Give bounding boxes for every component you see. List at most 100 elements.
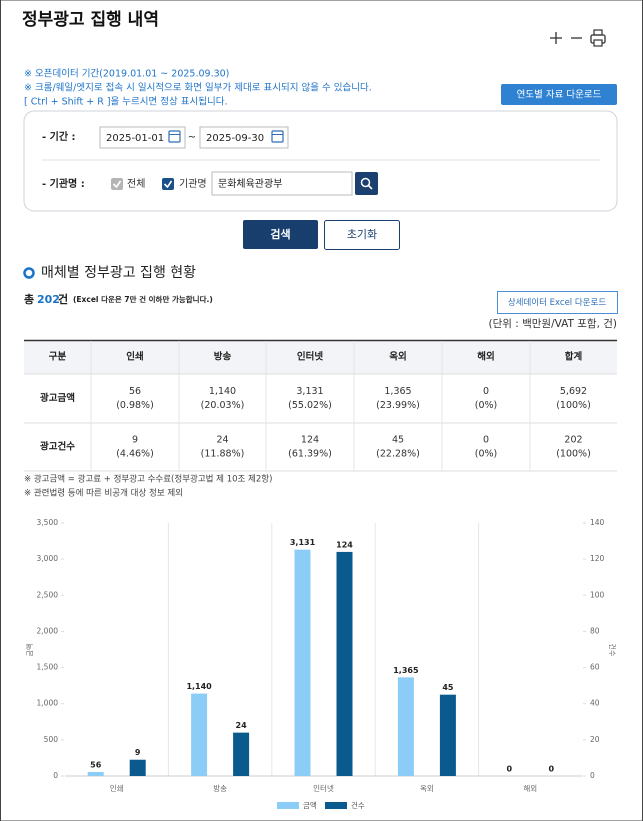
table-cell: (4.46%) (116, 449, 154, 460)
table-cell: 124 (301, 435, 319, 446)
table-cell: (100%) (556, 449, 591, 460)
table-cell: 0 (483, 386, 489, 397)
bar (233, 732, 250, 776)
date-value: 2025-09-30 (206, 133, 264, 144)
legend-label: 건수 (351, 800, 365, 810)
y-tick-label: 2,000 (37, 626, 59, 635)
agency-input[interactable] (211, 171, 353, 196)
y2-tick-label: 0 (590, 771, 595, 780)
table-cell: 0 (483, 435, 489, 446)
value-label: 9 (135, 748, 141, 757)
y2-tick-label: 20 (590, 735, 600, 744)
legend-label: 금액 (303, 800, 317, 810)
x-tick-label: 방송 (213, 783, 227, 793)
table-header-cell: 해외 (477, 351, 494, 363)
x-tick-label: 옥외 (420, 783, 434, 793)
value-label: 124 (336, 540, 353, 549)
search-icon (367, 184, 373, 190)
search-icon-button[interactable] (355, 172, 378, 195)
search-button[interactable] (243, 220, 318, 249)
excel-download-button[interactable] (497, 291, 618, 314)
table-cell: 3,131 (296, 386, 323, 397)
table-header-cell: 구분 (49, 352, 67, 363)
field-label: - 기간 : (42, 130, 76, 143)
search-icon (360, 177, 371, 188)
date-value: 2025-01-01 (106, 133, 164, 144)
date-input[interactable] (99, 126, 186, 149)
table-cell: (0%) (475, 449, 497, 460)
table-header-cell: 옥외 (389, 351, 406, 363)
notice: ※ 오픈데이터 기간(2019.01.01 ~ 2025.09.30) (24, 69, 229, 80)
y2-tick-label: 40 (590, 699, 600, 708)
calendar-icon[interactable] (271, 130, 284, 143)
table-cell: (23.99%) (376, 400, 420, 411)
table-row-label: 광고금액 (40, 392, 75, 404)
table-cell: 45 (392, 435, 404, 446)
table-header-cell: 합계 (565, 351, 582, 363)
table-cell: (61.39%) (288, 449, 332, 460)
bar (336, 551, 353, 776)
field-label: - 기관명 : (42, 177, 85, 190)
button-label: 초기화 (347, 228, 377, 241)
y-tick-label: 3,000 (37, 554, 59, 563)
value-label: 45 (442, 683, 454, 692)
bar (294, 549, 311, 776)
table-header-cell: 방송 (214, 351, 232, 363)
reset-button[interactable] (324, 220, 400, 250)
date-input[interactable] (199, 126, 289, 149)
page-title: 정부광고 집행 내역 (22, 10, 159, 30)
table-cell: 9 (132, 435, 138, 446)
button-label: 상세데이터 Excel 다운로드 (508, 297, 606, 308)
y-tick-label: 1,500 (37, 663, 59, 672)
print-icon[interactable] (593, 39, 603, 47)
bar (87, 771, 104, 776)
x-tick-label: 해외 (523, 783, 537, 793)
y2-axis-label: 건수 (608, 644, 617, 657)
summary-prefix: 총 (24, 292, 34, 306)
date-separator: ~ (188, 132, 196, 143)
section-title: 매체별 정부광고 집행 현황 (41, 265, 196, 281)
notice: ※ 크롬/웨일/엣지로 접속 시 일시적으로 화면 일부가 제대로 표시되지 않… (24, 82, 372, 94)
table-cell: 1,140 (209, 386, 236, 397)
calendar-icon[interactable] (168, 130, 181, 143)
table-cell: 202 (564, 435, 582, 446)
summary-suffix: 건 (58, 292, 68, 306)
y-tick-label: 1,000 (37, 699, 59, 708)
checkbox[interactable] (162, 178, 174, 190)
summary-note: (Excel 다운은 7만 건 이하만 가능합니다.) (73, 294, 213, 304)
yearly-download-button[interactable] (501, 84, 617, 105)
value-label: 0 (549, 765, 555, 774)
unit-note: (단위 : 백만원/VAT 포함, 건) (488, 317, 617, 330)
section-icon (23, 267, 35, 279)
checkbox-label: 전체 (127, 178, 145, 190)
table-cell: (100%) (556, 400, 591, 411)
checkbox-label: 기관명 (179, 178, 207, 190)
bar (439, 694, 456, 776)
summary-count: 202 (37, 293, 60, 306)
agency-value: 문화체육관광부 (218, 178, 282, 190)
table-cell: (55.02%) (288, 400, 332, 411)
value-label: 0 (507, 765, 513, 774)
y2-tick-label: 120 (590, 554, 605, 563)
print-icon[interactable] (593, 29, 603, 36)
table-header-cell: 인쇄 (126, 351, 143, 363)
checkbox[interactable] (111, 178, 123, 190)
footnote: ※ 광고금액 = 광고료 + 정부광고 수수료(정부광고법 제 10조 제2항) (24, 474, 272, 485)
value-label: 1,365 (393, 666, 419, 675)
x-tick-label: 인쇄 (110, 783, 124, 793)
table-cell: 24 (216, 435, 228, 446)
y-tick-label: 500 (44, 735, 59, 744)
table-cell: (20.03%) (201, 400, 245, 411)
y-axis-label: 금액 (26, 644, 34, 657)
y-tick-label: 0 (53, 771, 58, 780)
table-cell: 5,692 (560, 386, 587, 397)
legend-swatch (325, 802, 347, 809)
footnote: ※ 관련법령 등에 따른 비공개 대상 정보 제외 (24, 488, 183, 499)
y2-tick-label: 80 (590, 626, 600, 635)
search-form (23, 110, 618, 212)
button-label: 검색 (270, 227, 290, 241)
button-label: 연도별 자료 다운로드 (517, 90, 602, 101)
y2-tick-label: 140 (590, 518, 605, 527)
value-label: 24 (236, 721, 248, 730)
value-label: 1,140 (186, 682, 212, 691)
